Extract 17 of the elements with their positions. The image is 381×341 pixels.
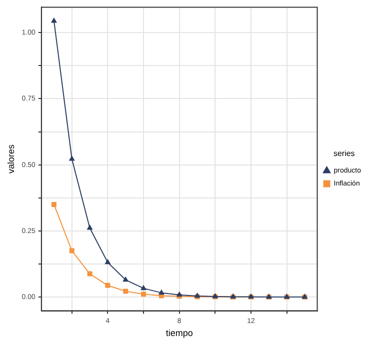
point [123, 288, 128, 294]
point [87, 271, 92, 276]
point [69, 248, 74, 254]
point [141, 292, 146, 297]
point [50, 17, 57, 23]
x-axis-title: tiempo [166, 328, 193, 338]
point [68, 156, 75, 161]
point [86, 224, 93, 230]
legend-title: series [333, 148, 355, 158]
point [51, 202, 56, 207]
point [158, 289, 164, 295]
point [104, 258, 111, 264]
point [176, 291, 182, 297]
point [122, 276, 129, 282]
y-axis-title: valores [6, 144, 16, 174]
point [140, 284, 147, 290]
point [105, 282, 110, 288]
